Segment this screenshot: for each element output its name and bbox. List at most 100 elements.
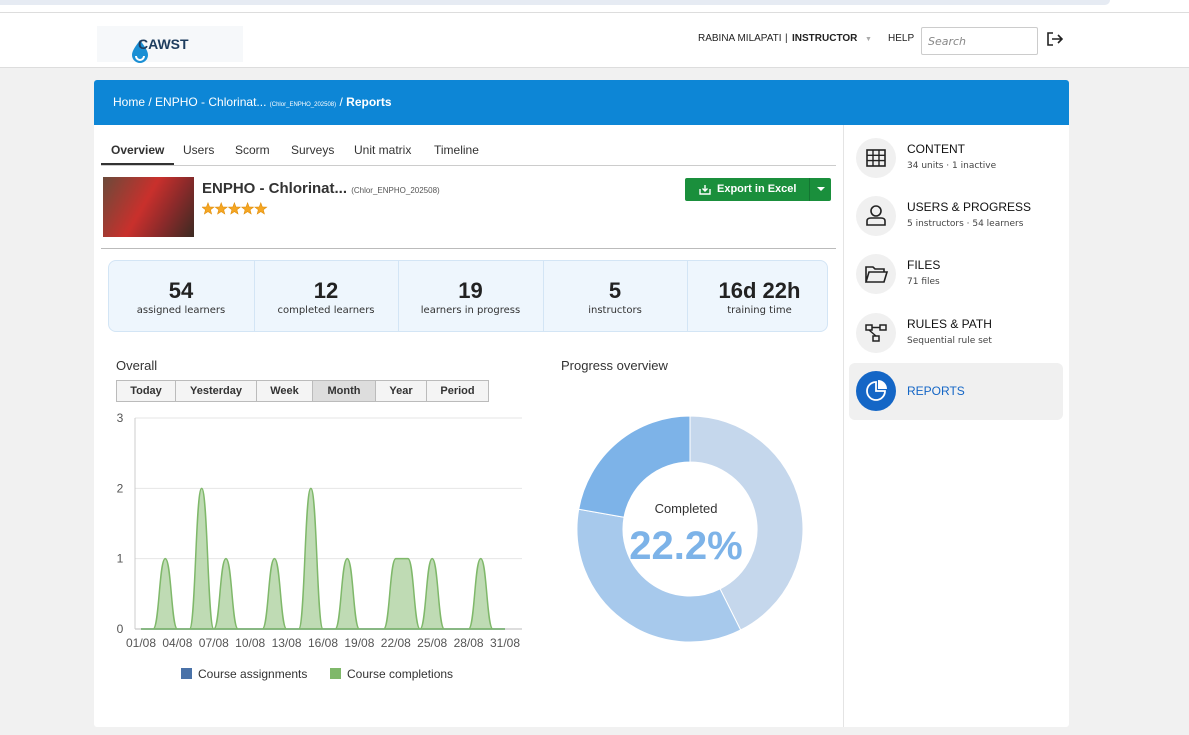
stat-value: 19 — [458, 278, 483, 303]
x-tick-label: 01/08 — [126, 636, 156, 650]
legend-swatch — [181, 668, 192, 679]
tab[interactable]: Surveys — [291, 143, 335, 157]
sidebar-title: RULES & PATH — [907, 317, 992, 331]
sidebar-title: FILES — [907, 258, 941, 272]
separator: | — [785, 33, 788, 44]
sidebar-item[interactable]: RULES & PATH Sequential rule set — [849, 305, 1063, 362]
icon — [866, 149, 886, 167]
y-tick-label: 0 — [117, 622, 124, 636]
star — [202, 202, 215, 215]
chart-title: Overall — [116, 358, 158, 373]
logout-icon[interactable] — [1047, 32, 1063, 46]
export-button[interactable]: Export in Excel — [685, 178, 831, 201]
stat-cell: 12 completed learners — [253, 261, 398, 331]
x-tick-label: 10/08 — [235, 636, 265, 650]
icon — [865, 324, 887, 342]
stat-cell: 5 instructors — [542, 261, 687, 331]
stat-value: 54 — [168, 278, 194, 303]
stat-label: learners in progress — [420, 305, 521, 316]
tab[interactable]: Overview — [111, 143, 165, 157]
logo-text: CAWST — [138, 36, 189, 52]
icon — [866, 205, 886, 226]
sidebar-icon — [856, 196, 896, 236]
tab[interactable]: Users — [183, 143, 215, 157]
dropdown-caret[interactable]: ▼ — [865, 36, 872, 43]
export-icon — [699, 185, 711, 195]
y-tick-label: 2 — [117, 481, 124, 495]
top-strip — [0, 0, 1189, 12]
sidebar-icon — [856, 371, 896, 411]
course-image — [103, 177, 194, 237]
crumb-link[interactable]: Home — [113, 95, 146, 109]
user-role[interactable]: INSTRUCTOR — [792, 33, 858, 44]
tab[interactable]: Timeline — [434, 143, 479, 157]
range-button[interactable]: Today — [116, 380, 176, 402]
tab[interactable]: Scorm — [235, 143, 270, 157]
stat-label: completed learners — [277, 305, 375, 316]
x-tick-label: 16/08 — [308, 636, 338, 650]
x-tick-label: 19/08 — [344, 636, 374, 650]
stat-label: training time — [727, 305, 792, 316]
icon — [864, 266, 889, 283]
export-dropdown[interactable] — [809, 178, 831, 201]
stat-label: instructors — [588, 305, 642, 316]
stats-box: 54 assigned learners 12 completed learners 1… — [108, 260, 828, 332]
star — [240, 202, 255, 215]
stat-value: 16d 22h — [718, 278, 801, 303]
rating — [202, 202, 268, 215]
sidebar-icon — [856, 138, 896, 178]
help-link[interactable]: HELP — [888, 33, 915, 44]
sidebar-subtitle: 71 files — [907, 277, 940, 287]
y-tick-label: 1 — [117, 552, 124, 566]
range-button[interactable]: Yesterday — [175, 380, 257, 402]
tab-line — [101, 165, 836, 166]
range-button[interactable]: Period — [426, 380, 489, 402]
x-tick-label: 31/08 — [490, 636, 520, 650]
logo[interactable]: CAWST — [97, 26, 243, 63]
crumb-current: Reports — [346, 95, 392, 109]
crumb-link[interactable]: ENPHO - Chlorinat... — [155, 95, 267, 109]
search-input[interactable]: Search — [921, 27, 1038, 55]
sidebar-title: CONTENT — [907, 142, 965, 156]
x-tick-label: 25/08 — [417, 636, 447, 650]
stat-value: 12 — [313, 278, 339, 303]
range-button[interactable]: Month — [312, 380, 376, 402]
course-title-row: ENPHO - Chlorinat... (Chlor_ENPHO_202508… — [202, 180, 440, 197]
range-button[interactable]: Year — [375, 380, 427, 402]
legend-swatch — [330, 668, 341, 679]
sidebar-subtitle: 5 instructors · 54 learners — [907, 219, 1024, 229]
breadcrumb: Home / ENPHO - Chlorinat... (Chlor_ENPHO… — [94, 80, 1069, 125]
donut-chart: Completed 22.2% — [576, 415, 804, 643]
logo-drop — [132, 40, 148, 63]
sidebar-item[interactable]: FILES 71 files — [849, 246, 1063, 303]
sidebar-item[interactable]: REPORTS — [849, 363, 1063, 420]
header: CAWST RABINA MILAPATI | INSTRUCTOR ▼ HEL… — [0, 12, 1189, 68]
export-label: Export in Excel — [717, 183, 797, 195]
x-tick-label: 07/08 — [199, 636, 229, 650]
stat-label: assigned learners — [136, 305, 226, 316]
range-button[interactable]: Week — [256, 380, 313, 402]
x-tick-label: 04/08 — [162, 636, 192, 650]
stat-cell: 19 learners in progress — [398, 261, 542, 331]
x-tick-label: 22/08 — [381, 636, 411, 650]
center-value: 22.2% — [629, 524, 742, 568]
donut-segment — [689, 415, 804, 631]
scroll-bar — [0, 0, 1110, 5]
user-name[interactable]: RABINA MILAPATI — [698, 33, 782, 44]
tab[interactable]: Unit matrix — [354, 143, 412, 157]
star — [254, 202, 268, 215]
sidebar-item[interactable]: USERS & PROGRESS 5 instructors · 54 learn… — [849, 188, 1063, 245]
sidebar-title: USERS & PROGRESS — [907, 200, 1032, 214]
sidebar-icon — [856, 313, 896, 353]
stat-value: 5 — [608, 278, 622, 303]
crumb-separator: / — [148, 95, 152, 109]
donut-segment — [578, 415, 691, 518]
star — [214, 202, 228, 215]
area — [141, 487, 505, 630]
stat-cell: 16d 22h training time — [687, 261, 831, 331]
crumb-code: (Chlor_ENPHO_202508) — [269, 102, 337, 108]
sidebar-item[interactable]: CONTENT 34 units · 1 inactive — [849, 130, 1063, 187]
x-tick-label: 13/08 — [272, 636, 302, 650]
course-code: (Chlor_ENPHO_202508) — [351, 186, 440, 195]
